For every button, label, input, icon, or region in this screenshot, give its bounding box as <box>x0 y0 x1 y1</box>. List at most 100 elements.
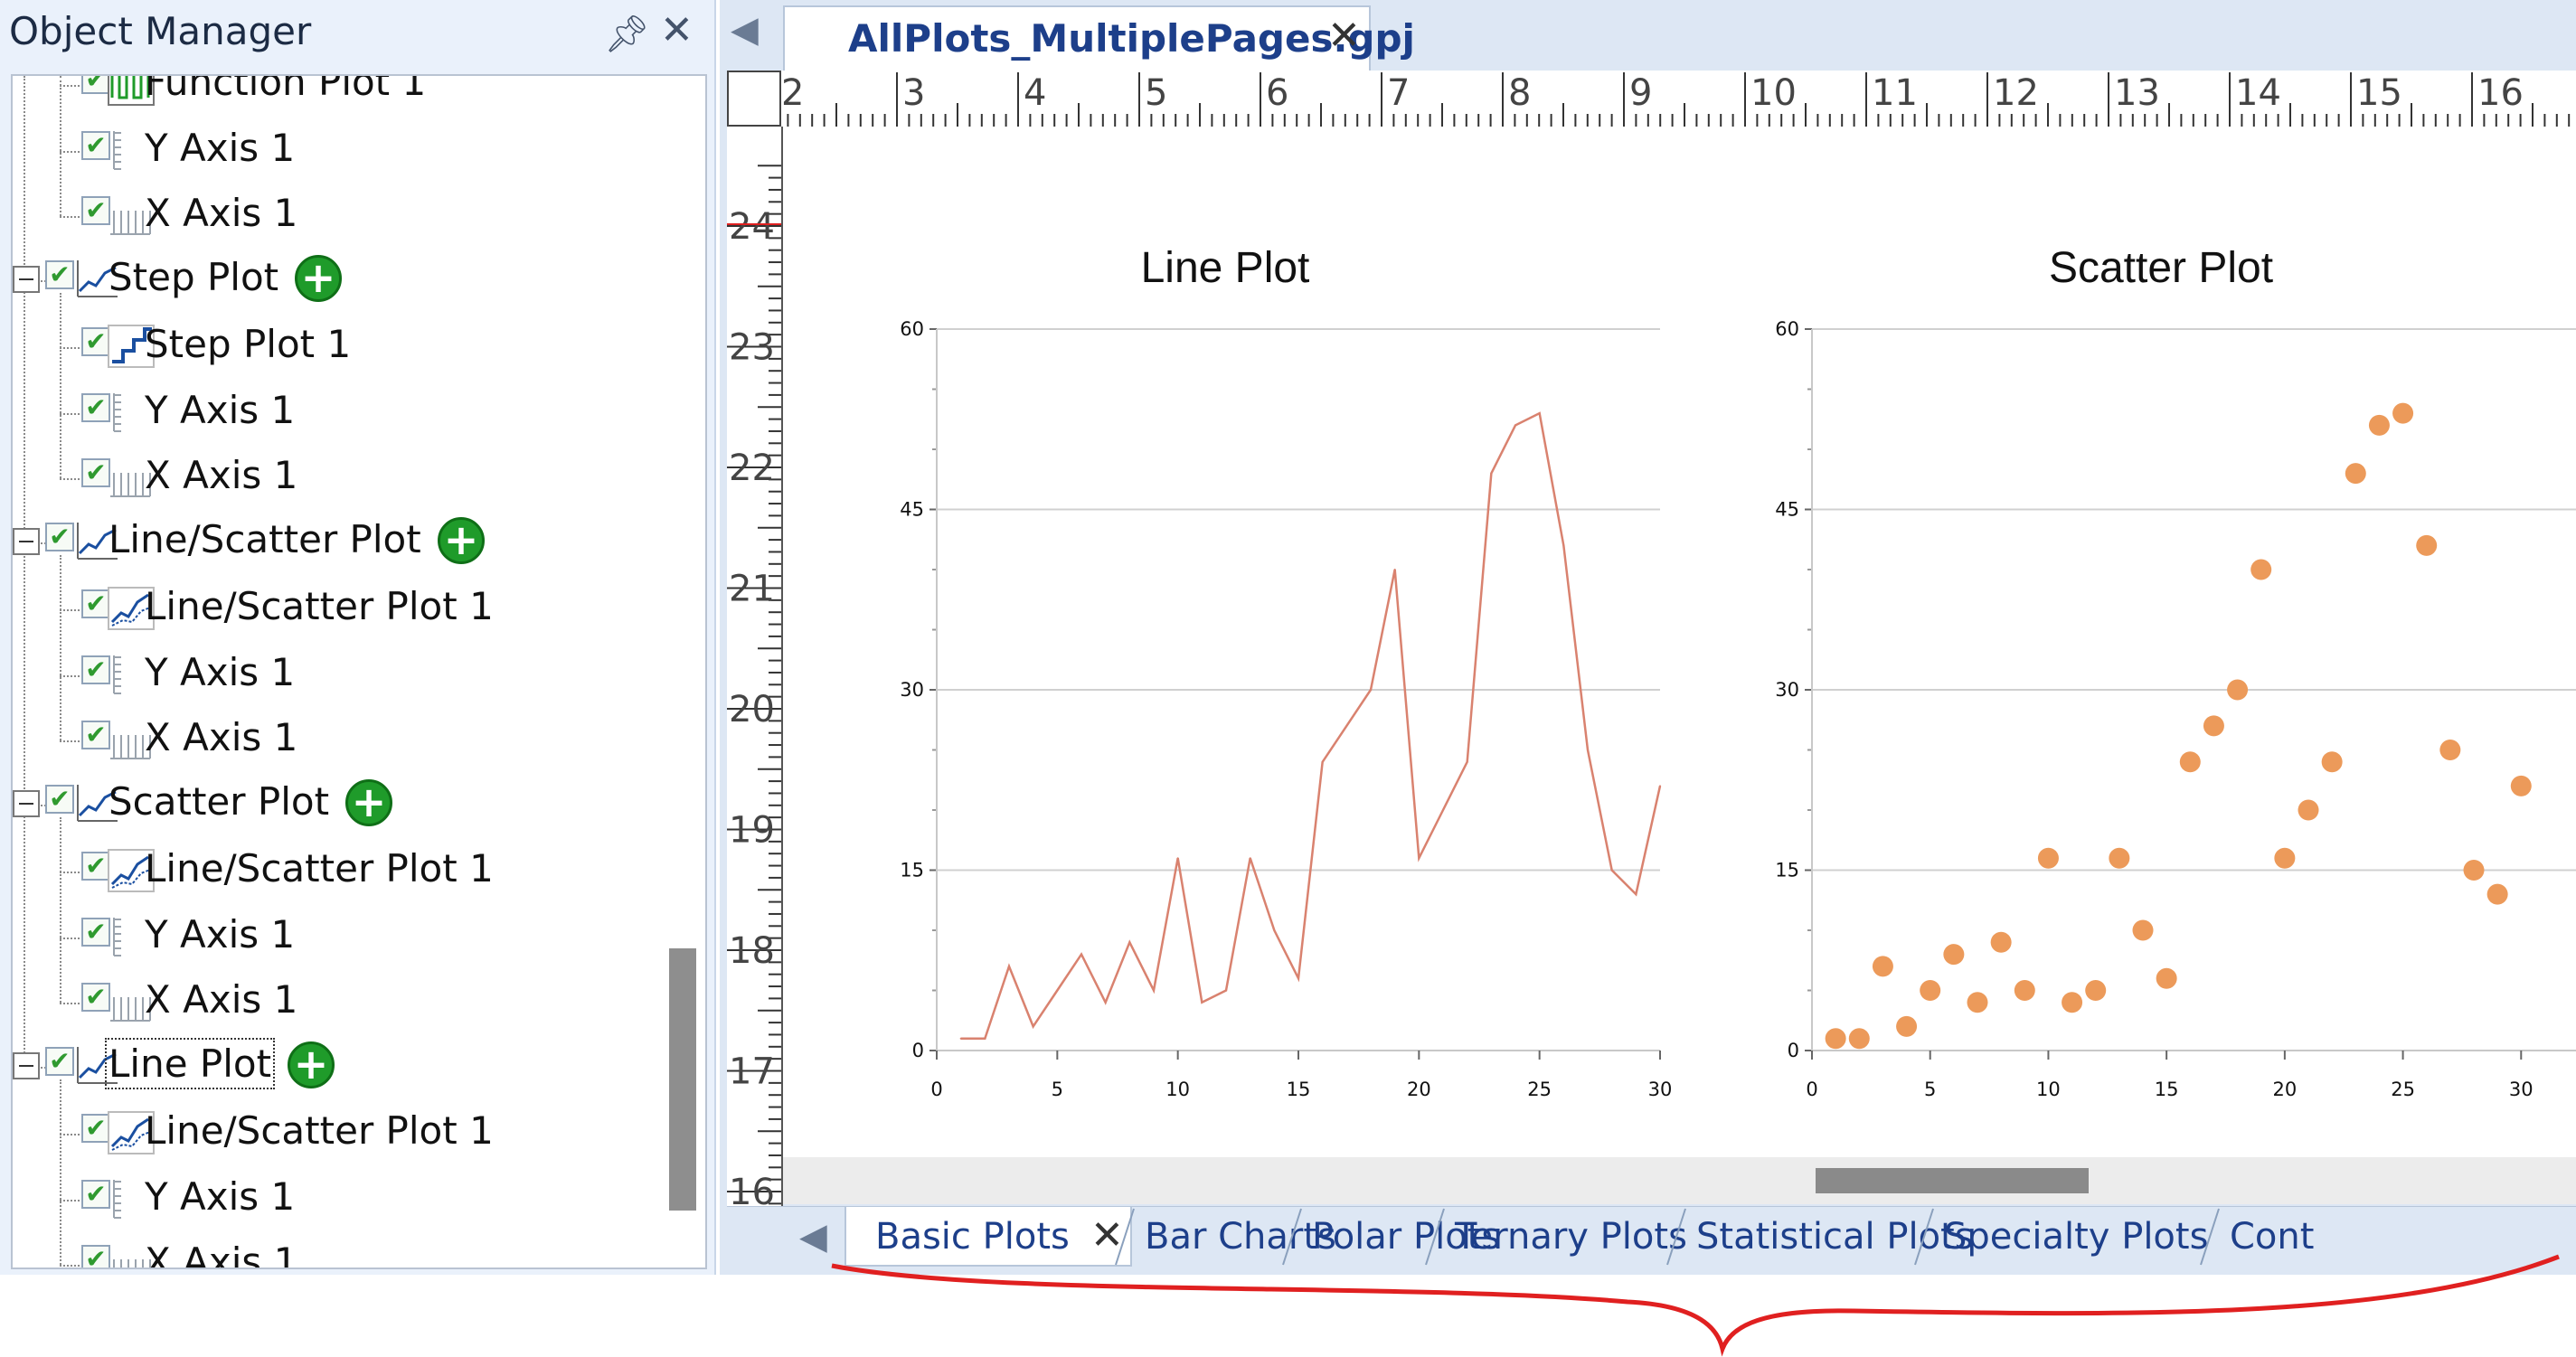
visibility-checkbox[interactable]: ✔ <box>45 1046 74 1076</box>
collapse-toggle[interactable] <box>13 789 40 817</box>
collapse-toggle[interactable] <box>13 1051 40 1079</box>
y-tick-label: 15 <box>1775 860 1799 881</box>
scatter-point <box>2439 740 2461 760</box>
x-tick-label: 0 <box>1806 1079 1817 1100</box>
visibility-checkbox[interactable]: ✔ <box>45 522 74 551</box>
tree-group-row[interactable]: ✔ Line Plot + <box>13 1034 705 1094</box>
page-tab-scroll-left-icon[interactable]: ◀ <box>799 1216 827 1258</box>
page-tab-label: Statistical Plots <box>1696 1216 1974 1258</box>
horizontal-scrollbar[interactable] <box>783 1157 2576 1204</box>
ruler-label: 20 <box>729 689 775 730</box>
tree-line <box>60 937 83 939</box>
tree-item-row[interactable]: ✔ Function Plot 1 <box>13 76 705 110</box>
tree-item-label: Y Axis 1 <box>145 125 296 170</box>
page-tab-close-icon[interactable]: ✕ <box>1090 1212 1124 1258</box>
scrollbar-thumb[interactable] <box>1816 1168 2089 1193</box>
tree-item-row[interactable]: ✔ Line/Scatter Plot 1 <box>13 575 705 635</box>
scatter-point <box>1990 931 2012 953</box>
visibility-checkbox[interactable]: ✔ <box>45 784 74 814</box>
x-tick-label: 30 <box>2509 1079 2534 1100</box>
line-point <box>1153 989 1155 992</box>
tree-item-row[interactable]: ✔ Y Axis 1 <box>13 117 705 176</box>
line-point <box>1345 724 1348 727</box>
visibility-checkbox[interactable]: ✔ <box>81 852 110 881</box>
page-tab-label: Ternary Plots <box>1455 1216 1687 1258</box>
tree-group-row[interactable]: ✔ Scatter Plot + <box>13 772 705 832</box>
tree-item-row[interactable]: ✔ X Axis 1 <box>13 968 705 1028</box>
y-axis-icon <box>113 130 121 170</box>
tree-item-row[interactable]: ✔ X Axis 1 <box>13 444 705 504</box>
line-scatter-plot-icon <box>108 849 155 892</box>
tree-item-row[interactable]: ✔ Y Axis 1 <box>13 641 705 701</box>
tree-item-row[interactable]: ✔ Y Axis 1 <box>13 1165 705 1225</box>
chart-title: Scatter Plot <box>2049 244 2273 292</box>
visibility-checkbox[interactable]: ✔ <box>81 721 110 749</box>
scatter-point <box>1848 1028 1870 1050</box>
ruler-label: 13 <box>2114 72 2160 114</box>
pin-icon[interactable]: 📌︎ <box>604 14 650 55</box>
visibility-checkbox[interactable]: ✔ <box>45 259 74 289</box>
page-tab[interactable]: Ternary Plots <box>1425 1207 1687 1267</box>
tree-item-row[interactable]: ✔ X Axis 1 <box>13 182 705 241</box>
tree-group-row[interactable]: ✔ Step Plot + <box>13 248 705 307</box>
scatter-point <box>2345 463 2366 485</box>
tab-separator <box>2200 1208 2220 1266</box>
ruler-label: 16 <box>2477 72 2524 114</box>
tree-item-row[interactable]: ✔ Y Axis 1 <box>13 903 705 963</box>
scatter-point <box>2062 992 2083 1013</box>
page-tab[interactable]: Polar Plots <box>1282 1207 1500 1267</box>
tab-separator <box>1425 1208 1445 1266</box>
tree-item-row[interactable]: ✔ Line/Scatter Plot 1 <box>13 1099 705 1159</box>
tree-item-row[interactable]: ✔ Line/Scatter Plot 1 <box>13 837 705 897</box>
add-plot-icon[interactable]: + <box>438 516 485 564</box>
x-tick-label: 10 <box>2036 1079 2061 1100</box>
line-point <box>1659 785 1661 787</box>
tab-scroll-left-icon[interactable]: ◀ <box>731 9 759 51</box>
graph-icon <box>77 784 118 822</box>
ruler-label: 23 <box>729 327 775 369</box>
visibility-checkbox[interactable]: ✔ <box>81 1245 110 1267</box>
visibility-checkbox[interactable]: ✔ <box>81 1179 110 1209</box>
close-icon[interactable]: ✕ <box>660 7 694 53</box>
tree-item-row[interactable]: ✔ Y Axis 1 <box>13 379 705 438</box>
tree-item-row[interactable]: ✔ X Axis 1 <box>13 706 705 766</box>
visibility-checkbox[interactable]: ✔ <box>81 392 110 422</box>
y-tick-label: 0 <box>1788 1040 1799 1061</box>
scatter-chart: Scatter Plot01530456005101520253035 <box>1775 244 2576 1100</box>
visibility-checkbox[interactable]: ✔ <box>81 130 110 160</box>
tab-close-icon[interactable]: ✕ <box>1327 13 1361 59</box>
page-tab[interactable]: Statistical Plots <box>1666 1207 1974 1267</box>
scatter-point <box>1825 1028 1846 1050</box>
tree-group-row[interactable]: ✔ Line/Scatter Plot + <box>13 510 705 570</box>
page-tab[interactable]: Bar Charts <box>1115 1207 1336 1267</box>
visibility-checkbox[interactable]: ✔ <box>81 917 110 947</box>
tree-item-label: Y Axis 1 <box>145 1173 296 1219</box>
visibility-checkbox[interactable]: ✔ <box>81 983 110 1012</box>
visibility-checkbox[interactable]: ✔ <box>81 458 110 487</box>
visibility-checkbox[interactable]: ✔ <box>81 196 110 225</box>
object-tree: ✔ Function Plot 1 ✔ Y Axis 1 ✔ X Axis 1 ✔ Step … <box>11 74 707 1269</box>
visibility-checkbox[interactable]: ✔ <box>81 327 110 356</box>
scatter-point <box>2463 860 2485 881</box>
y-axis-icon <box>113 392 121 432</box>
visibility-checkbox[interactable]: ✔ <box>81 655 110 684</box>
scatter-point <box>1967 992 1988 1013</box>
add-plot-icon[interactable]: + <box>345 778 392 826</box>
collapse-toggle[interactable] <box>13 527 40 555</box>
tree-item-label: X Axis 1 <box>145 453 298 497</box>
page-canvas[interactable]: Line Plot 0 15 30 45 60 0 5 10 15 20 25 30 Scatter Pl… <box>783 127 2576 1157</box>
tree-item-row[interactable]: ✔ Step Plot 1 <box>13 313 705 372</box>
add-plot-icon[interactable]: + <box>295 254 342 302</box>
tree-item-row[interactable]: ✔ X Axis 1 <box>13 1230 705 1267</box>
page-tab[interactable]: Basic Plots ✕ <box>845 1207 1132 1267</box>
page-tab[interactable]: Cont <box>2200 1207 2318 1267</box>
scrollbar-thumb[interactable] <box>669 948 696 1211</box>
add-plot-icon[interactable]: + <box>288 1041 335 1088</box>
ruler-corner <box>727 71 781 127</box>
tree-line <box>60 216 83 218</box>
x-axis-icon <box>110 211 151 235</box>
tab-document[interactable]: AllPlots_MultiplePages.gpj ✕ <box>783 5 1415 71</box>
collapse-toggle[interactable] <box>13 265 40 293</box>
page-tab[interactable]: Specialty Plots <box>1914 1207 2208 1267</box>
